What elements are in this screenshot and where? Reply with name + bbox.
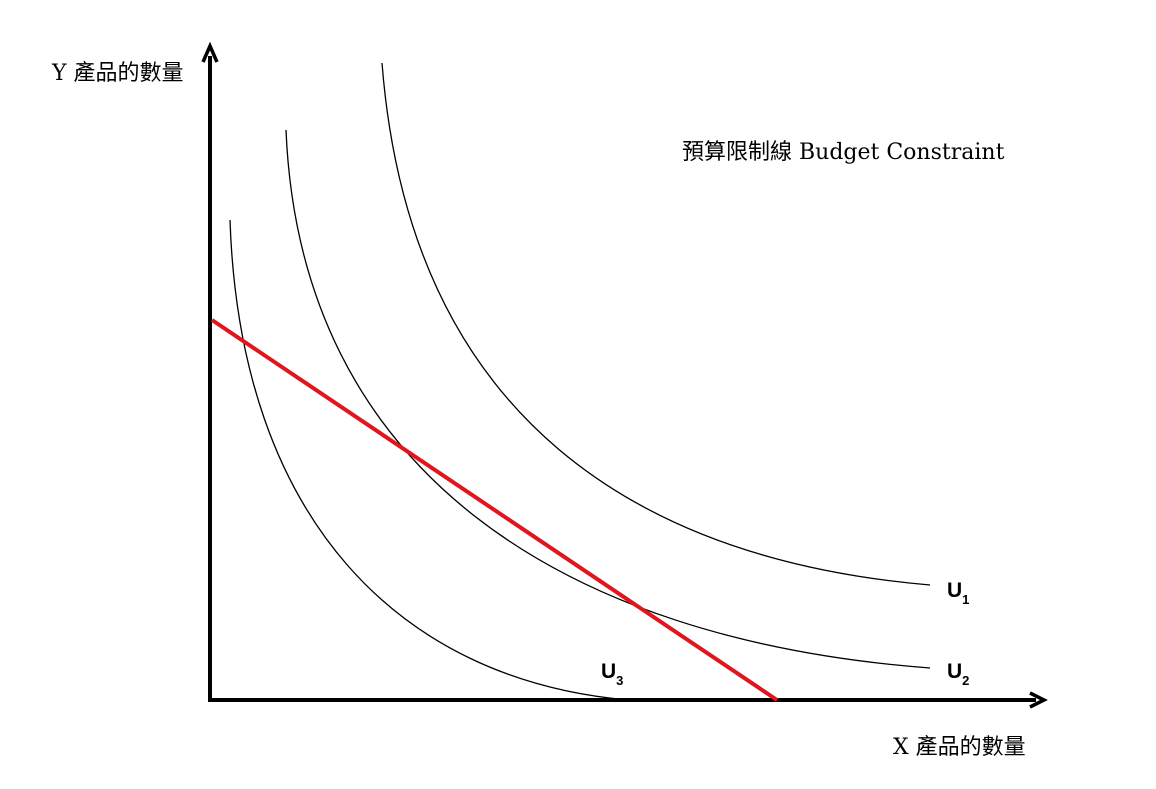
y-axis-label: Y 產品的數量 (51, 61, 184, 86)
curve-label: U1 (947, 579, 969, 607)
curve-letter: U (947, 660, 962, 683)
indifference-curve (229, 219, 629, 701)
y-axis-arrow (201, 41, 219, 63)
x-axis-arrow (1029, 691, 1048, 709)
budget-label: 預算限制線 Budget Constraint (682, 140, 1005, 165)
curve-letter: U (601, 660, 616, 683)
curve-subscript: 1 (962, 592, 969, 607)
curve-subscript: 2 (962, 673, 969, 688)
budget-line (210, 318, 779, 702)
indifference-curve (285, 129, 931, 669)
x-axis-label: X 產品的數量 (893, 735, 1026, 760)
curve-label: U2 (947, 660, 969, 688)
indifference-curve (381, 62, 931, 586)
curve-label: U3 (601, 660, 623, 688)
curve-subscript: 3 (616, 673, 623, 688)
curve-letter: U (947, 579, 962, 602)
